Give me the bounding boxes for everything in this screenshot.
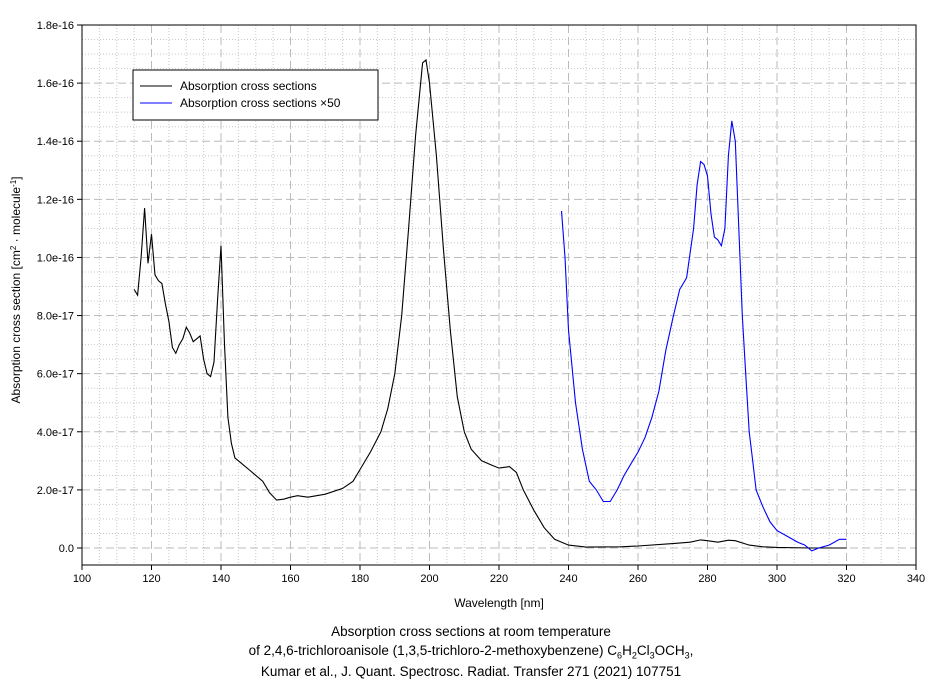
x-tick-label: 200 xyxy=(420,573,438,585)
ylabel-superscript: -1 xyxy=(9,179,18,187)
formula-subscript: 2 xyxy=(631,650,637,661)
ylabel-text: · molecule xyxy=(9,187,23,246)
formula-element: H xyxy=(622,643,632,658)
x-tick-label: 100 xyxy=(73,573,91,585)
caption-comma: , xyxy=(689,643,694,658)
series-line-x50 xyxy=(560,120,847,552)
x-tick-label: 140 xyxy=(212,573,230,585)
ylabel-superscript: 2 xyxy=(9,245,18,250)
x-axis-label: Wavelength [nm] xyxy=(454,596,544,610)
legend: Absorption cross sections Absorption cro… xyxy=(132,69,379,121)
x-tick-label: 220 xyxy=(490,573,508,585)
formula-element: Cl xyxy=(636,643,650,658)
x-tick-label: 120 xyxy=(142,573,160,585)
legend-label-0: Absorption cross sections xyxy=(180,79,317,93)
x-tick-label: 180 xyxy=(351,573,369,585)
absorption-chart: 100 120 140 160 180 200 220 240 260 280 300 320 340 0… xyxy=(9,20,926,610)
y-tick-label: 1.6e-16 xyxy=(37,78,74,90)
legend-label-1: Absorption cross sections ×50 xyxy=(180,96,341,110)
x-tick-label: 160 xyxy=(281,573,299,585)
formula-subscript: 3 xyxy=(649,650,655,661)
ylabel-text: Absorption cross section [cm xyxy=(9,250,23,403)
ticks: 100 120 140 160 180 200 220 240 260 280 300 320 340 0… xyxy=(37,20,925,585)
x-tick-label: 240 xyxy=(559,573,577,585)
y-axis-label: Absorption cross section [cm2 · molecule… xyxy=(9,176,24,403)
y-tick-label: 6.0e-17 xyxy=(37,369,74,381)
x-tick-label: 280 xyxy=(698,573,716,585)
formula-element: C xyxy=(607,643,618,658)
caption-line-3: Kumar et al., J. Quant. Spectrosc. Radia… xyxy=(260,664,682,679)
formula-subscript: 3 xyxy=(684,650,690,661)
y-tick-label: 4.0e-17 xyxy=(37,427,74,439)
formula-element: OCH xyxy=(654,643,685,658)
y-tick-label: 1.4e-16 xyxy=(37,136,74,148)
x-tick-label: 320 xyxy=(837,573,855,585)
series-group xyxy=(133,58,847,552)
series-line-absorption xyxy=(133,58,847,549)
legend-box xyxy=(132,69,379,121)
formula-subscript: 6 xyxy=(617,650,623,661)
caption-line-1: Absorption cross sections at room temper… xyxy=(331,624,611,639)
y-tick-label: 8.0e-17 xyxy=(37,311,74,323)
caption-formula: C6H2Cl3OCH3 xyxy=(607,643,690,661)
ylabel-text: ] xyxy=(9,176,23,179)
y-tick-label: 1.0e-16 xyxy=(37,252,74,264)
x-tick-label: 300 xyxy=(768,573,786,585)
y-tick-label: 2.0e-17 xyxy=(37,485,74,497)
x-tick-label: 260 xyxy=(629,573,647,585)
caption-compound: of 2,4,6-trichloroanisole (1,3,5-trichlo… xyxy=(248,643,608,658)
y-tick-label: 0.0 xyxy=(59,543,74,555)
caption-line-2: of 2,4,6-trichloroanisole (1,3,5-trichlo… xyxy=(0,641,942,666)
y-tick-label: 1.2e-16 xyxy=(37,194,74,206)
x-tick-label: 340 xyxy=(907,573,925,585)
y-tick-label: 1.8e-16 xyxy=(37,20,74,32)
